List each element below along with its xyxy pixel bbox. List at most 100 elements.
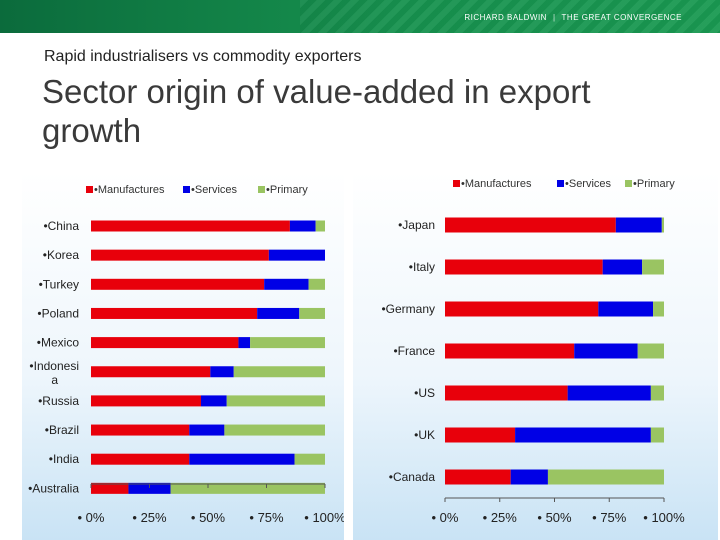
legend-swatch-manufactures xyxy=(453,180,460,187)
bar-india-primary xyxy=(294,453,325,465)
header-banner: RICHARD BALDWIN | THE GREAT CONVERGENCE xyxy=(0,0,720,33)
bar-us-services xyxy=(567,385,651,401)
bar-uk-services xyxy=(515,427,651,443)
brand-separator: | xyxy=(552,13,556,22)
category-label-canada: •Canada xyxy=(389,470,436,484)
banner-texture xyxy=(300,0,720,33)
x-tick-label: • 75% xyxy=(249,510,284,525)
bar-germany-primary xyxy=(653,301,664,317)
category-label-germany: •Germany xyxy=(381,302,435,316)
category-label-poland: •Poland xyxy=(37,306,79,320)
bar-france-manufactures xyxy=(445,343,575,359)
bar-japan-primary xyxy=(661,217,664,233)
legend-label-primary: •Primary xyxy=(633,178,675,190)
brand: RICHARD BALDWIN | THE GREAT CONVERGENCE xyxy=(464,13,682,22)
chart-panel-right: •Manufactures •Services •Primary •Japan •Ita… xyxy=(353,172,718,540)
bar-russia-manufactures xyxy=(91,395,201,407)
legend-swatch-services xyxy=(183,186,190,193)
bar-france-primary xyxy=(637,343,664,359)
bar-italy-manufactures xyxy=(445,259,603,275)
bar-brazil-services xyxy=(189,424,225,436)
bar-india-services xyxy=(189,453,295,465)
bar-germany-services xyxy=(598,301,654,317)
legend-swatch-primary xyxy=(258,186,265,193)
bar-russia-services xyxy=(200,395,227,407)
bar-turkey-services xyxy=(264,278,309,290)
bar-us-manufactures xyxy=(445,385,568,401)
x-tick-label: • 0% xyxy=(432,510,459,525)
legend-swatch-primary xyxy=(625,180,632,187)
x-tick-label: • 100% xyxy=(643,510,685,525)
bar-indonesia-services xyxy=(210,366,234,378)
legend-label-manufactures: •Manufactures xyxy=(461,178,532,190)
category-label-korea: •Korea xyxy=(43,248,80,262)
bar-korea-manufactures xyxy=(91,249,269,261)
slide-title: Sector origin of value-added in export g… xyxy=(42,73,591,149)
bar-uk-manufactures xyxy=(445,427,516,443)
bar-india-manufactures xyxy=(91,453,190,465)
category-label-brazil: •Brazil xyxy=(45,423,79,437)
bar-turkey-manufactures xyxy=(91,278,265,290)
bar-italy-services xyxy=(602,259,643,275)
bar-canada-manufactures xyxy=(445,469,511,485)
x-tick-label: • 75% xyxy=(592,510,627,525)
bar-china-manufactures xyxy=(91,220,290,232)
legend-label-services: •Services xyxy=(191,184,238,196)
x-tick-label: • 25% xyxy=(483,510,518,525)
bar-australia-primary xyxy=(170,482,325,494)
category-label-indonesia: •Indonesi a xyxy=(29,359,79,387)
bar-turkey-primary xyxy=(308,278,325,290)
bar-china-primary xyxy=(315,220,325,232)
legend-label-manufactures: •Manufactures xyxy=(94,184,165,196)
bar-uk-primary xyxy=(650,427,664,443)
bar-australia-services xyxy=(128,482,171,494)
bar-mexico-services xyxy=(238,337,251,349)
legend-swatch-manufactures xyxy=(86,186,93,193)
category-label-mexico: •Mexico xyxy=(37,336,80,350)
chart-left: •Manufactures •Services •Primary •China •Kor… xyxy=(28,184,344,525)
legend-label-services: •Services xyxy=(565,178,612,190)
bar-china-services xyxy=(289,220,316,232)
bar-korea-services xyxy=(268,249,325,261)
category-label-japan: •Japan xyxy=(398,218,435,232)
bar-poland-manufactures xyxy=(91,307,258,319)
bar-canada-services xyxy=(510,469,548,485)
category-label-line: •Indonesi xyxy=(29,359,79,373)
category-label-russia: •Russia xyxy=(38,394,79,408)
bar-japan-manufactures xyxy=(445,217,616,233)
bar-germany-manufactures xyxy=(445,301,599,317)
category-label-india: •India xyxy=(49,452,80,466)
bar-indonesia-primary xyxy=(233,366,325,378)
category-label-uk: •UK xyxy=(414,428,435,442)
bar-brazil-manufactures xyxy=(91,424,190,436)
x-tick-label: • 50% xyxy=(537,510,572,525)
bar-australia-manufactures xyxy=(91,482,129,494)
legend-swatch-services xyxy=(557,180,564,187)
x-tick-label: • 0% xyxy=(78,510,105,525)
bar-russia-primary xyxy=(226,395,325,407)
brand-title: THE GREAT CONVERGENCE xyxy=(561,13,682,22)
category-label-china: •China xyxy=(43,219,79,233)
brand-name: RICHARD BALDWIN xyxy=(464,13,547,22)
bar-brazil-primary xyxy=(224,424,325,436)
chart-panel-left: •Manufactures •Services •Primary •China •Kor… xyxy=(22,172,344,540)
x-tick-label: • 25% xyxy=(132,510,167,525)
category-label-france: •France xyxy=(393,344,435,358)
bar-france-services xyxy=(574,343,638,359)
bar-mexico-primary xyxy=(250,337,325,349)
x-tick-label: • 50% xyxy=(191,510,226,525)
legend-label-primary: •Primary xyxy=(266,184,308,196)
slide-subtitle: Rapid industrialisers vs commodity expor… xyxy=(44,48,362,65)
bar-indonesia-manufactures xyxy=(91,366,211,378)
category-label-australia: •Australia xyxy=(28,481,79,495)
category-label-turkey: •Turkey xyxy=(39,277,79,291)
bar-us-primary xyxy=(650,385,664,401)
bar-poland-services xyxy=(257,307,300,319)
chart-right: •Manufactures •Services •Primary •Japan •Ita… xyxy=(381,178,685,525)
category-label-line: a xyxy=(51,373,58,387)
bar-japan-services xyxy=(615,217,662,233)
category-label-italy: •Italy xyxy=(409,260,435,274)
category-label-us: •US xyxy=(414,386,435,400)
x-tick-label: • 100% xyxy=(304,510,344,525)
bar-canada-primary xyxy=(547,469,664,485)
